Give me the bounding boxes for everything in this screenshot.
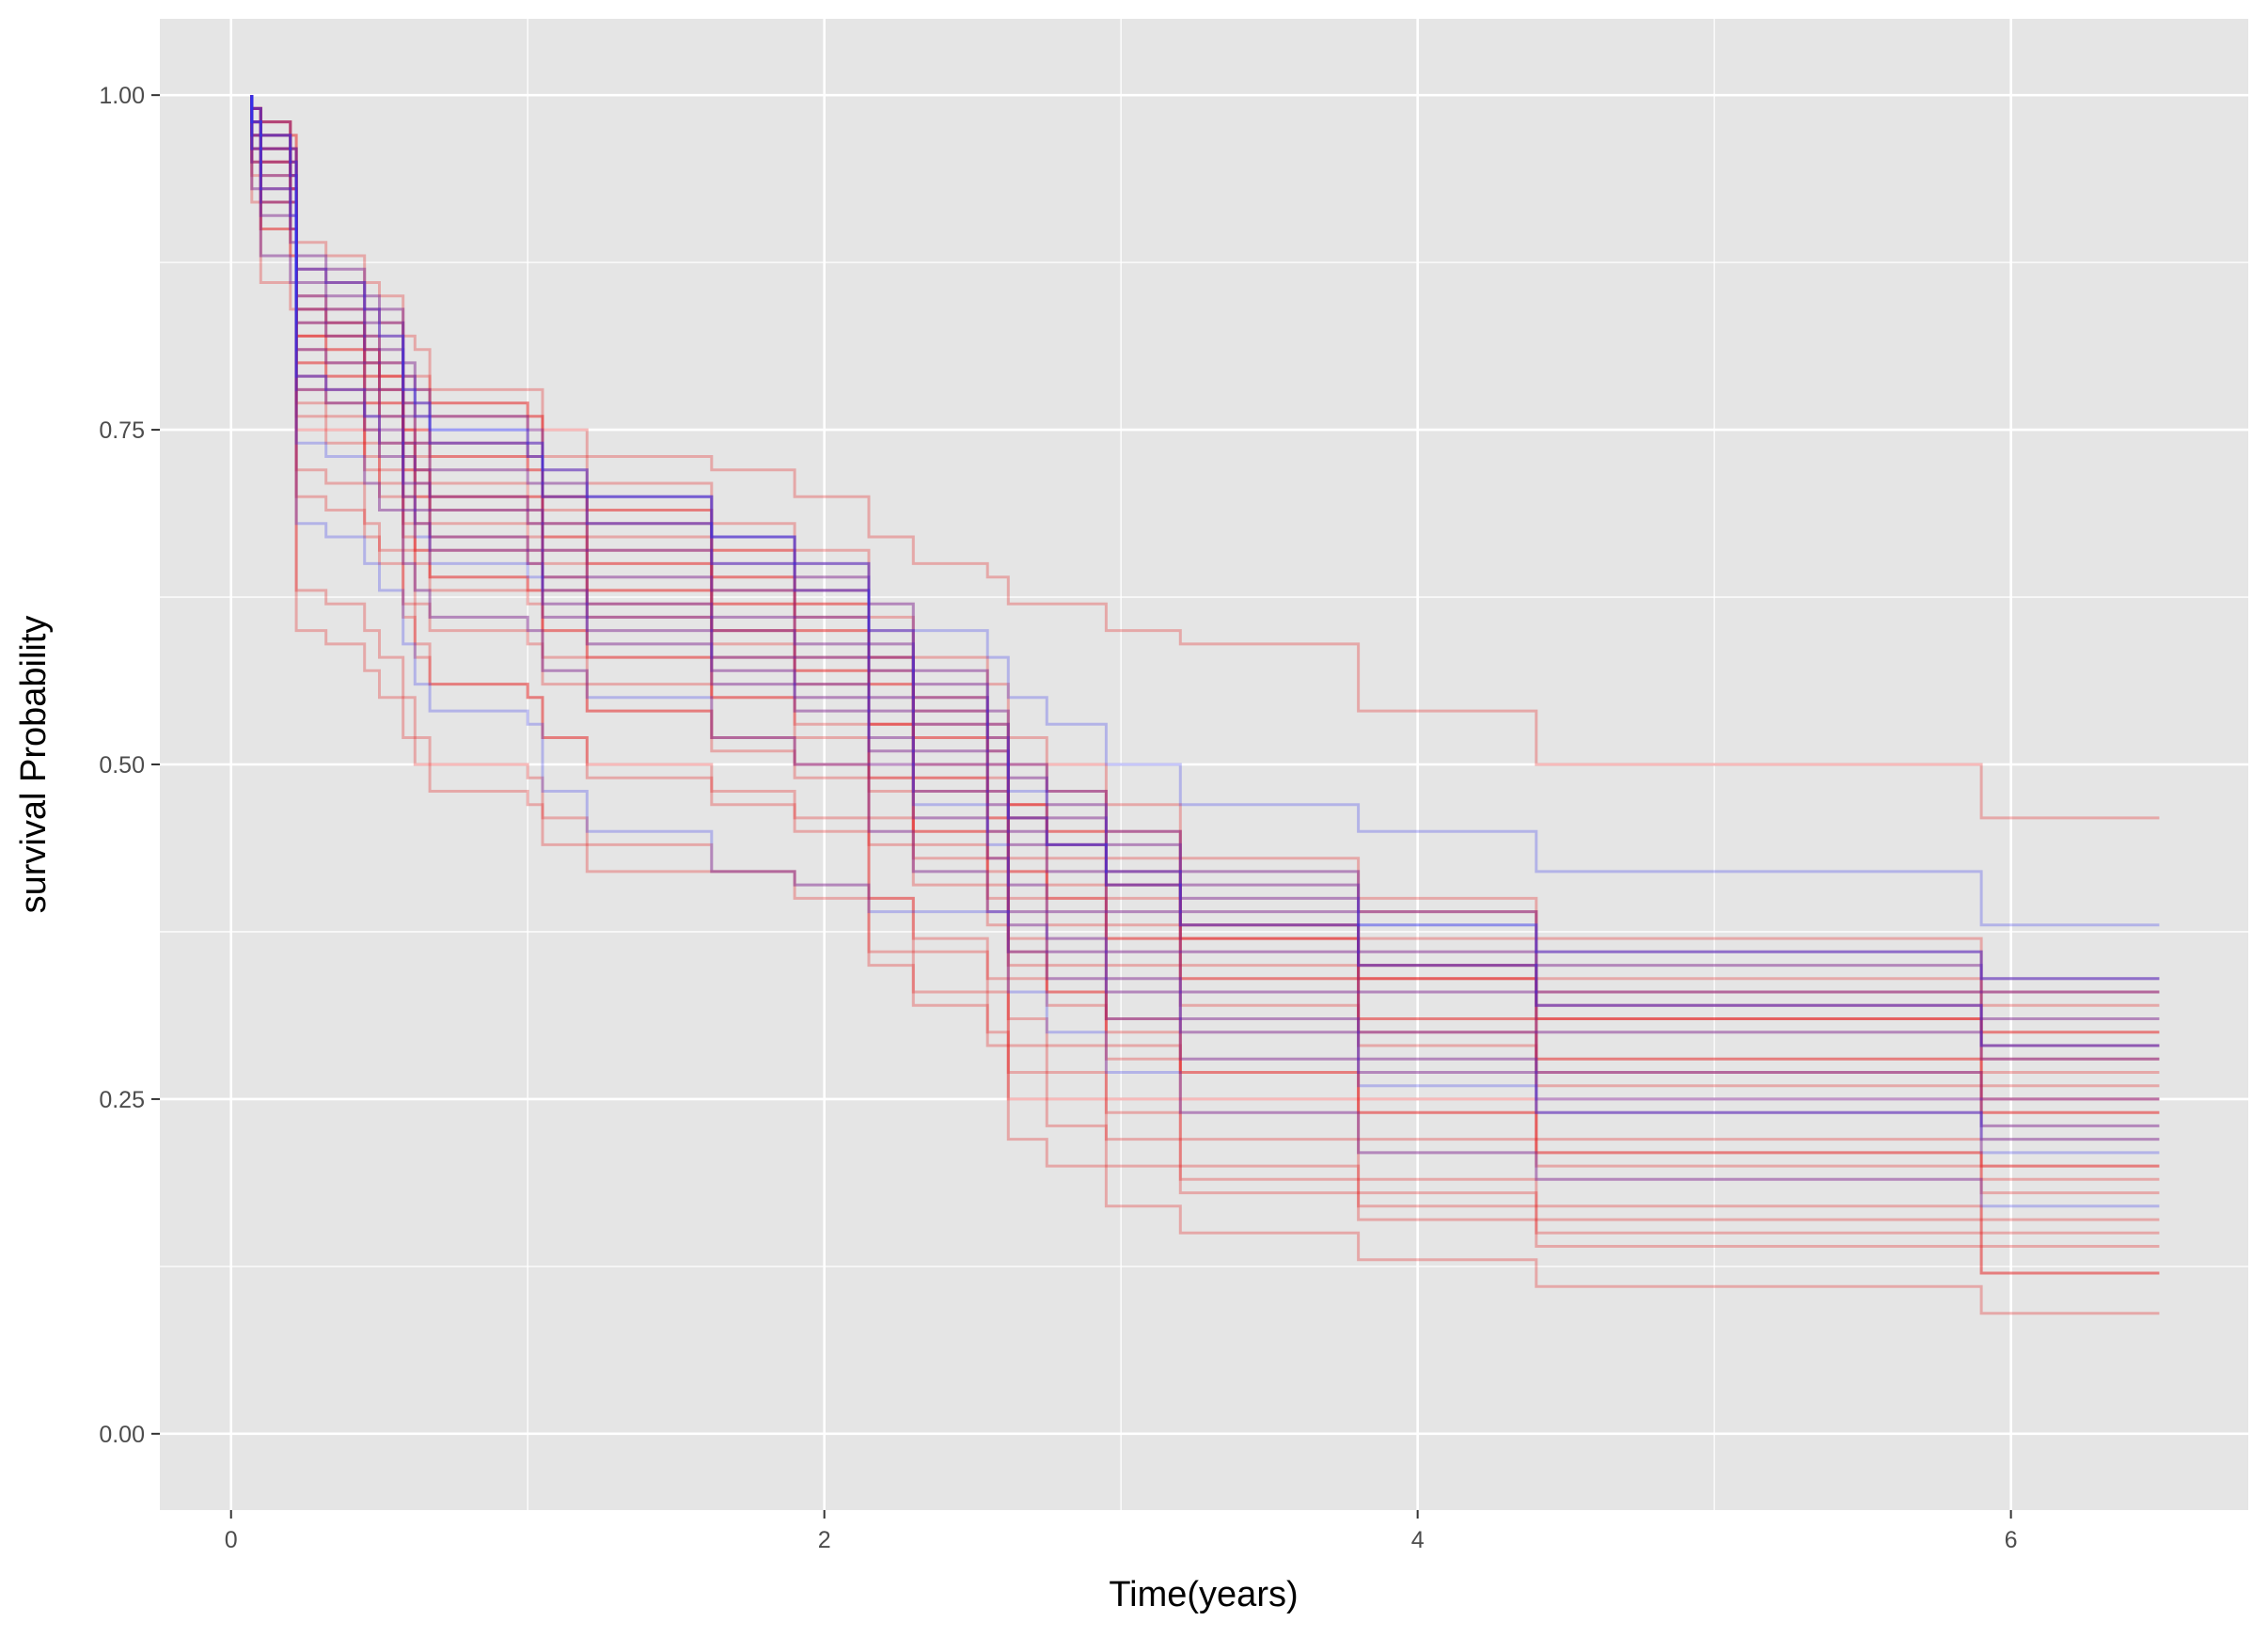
x-axis-ticks: 0 2 4 6 bbox=[225, 1510, 2018, 1553]
survival-curve-red bbox=[250, 95, 2160, 1275]
survival-curve-red bbox=[250, 95, 2160, 1195]
x-tick-label: 0 bbox=[225, 1527, 238, 1553]
y-axis-title: survival Probability bbox=[14, 616, 54, 914]
survival-curve-red bbox=[250, 95, 2160, 1007]
survival-curve-blue bbox=[250, 95, 2160, 1061]
survival-curve-red bbox=[250, 95, 2160, 1034]
survival-curve-blue bbox=[250, 95, 2160, 1208]
y-tick-label: 0.50 bbox=[99, 752, 145, 779]
survival-curve-red bbox=[250, 95, 2160, 1181]
survival-curve-red bbox=[250, 95, 2160, 1061]
survival-curve-red bbox=[250, 95, 2160, 994]
y-axis-ticks: 0.00 0.25 0.50 0.75 1.00 bbox=[99, 83, 160, 1448]
survival-curve-blue bbox=[250, 95, 2160, 981]
survival-curve-blue bbox=[250, 95, 2160, 927]
survival-curve-blue bbox=[250, 95, 2160, 1127]
survival-curve-red bbox=[250, 95, 2160, 1248]
survival-curve-red bbox=[250, 95, 2160, 981]
survival-curve-red bbox=[250, 95, 2160, 1088]
survival-curve-red bbox=[250, 95, 2160, 1168]
grid-major-lines bbox=[160, 19, 2248, 1510]
y-tick-label: 0.75 bbox=[99, 417, 145, 444]
survival-curve-blue bbox=[250, 95, 2160, 1101]
survival-curve-red bbox=[250, 95, 2160, 1020]
survival-curve-red bbox=[250, 95, 2160, 1235]
survival-curve-blue bbox=[250, 95, 2160, 1155]
x-axis-title: Time(years) bbox=[1109, 1575, 1298, 1614]
x-tick-label: 6 bbox=[2005, 1527, 2018, 1553]
survival-curve-red bbox=[250, 95, 2160, 1061]
survival-curve-blue bbox=[250, 95, 2160, 1047]
survival-curves bbox=[250, 95, 2160, 1315]
survival-curve-red bbox=[250, 95, 2160, 1034]
y-tick-label: 0.25 bbox=[99, 1087, 145, 1113]
y-tick-label: 1.00 bbox=[99, 83, 145, 109]
survival-curve-red bbox=[250, 95, 2160, 1275]
survival-curve-red bbox=[250, 95, 2160, 994]
survival-curve-blue bbox=[250, 95, 2160, 1020]
survival-curve-red bbox=[250, 95, 2160, 1101]
survival-curve-red bbox=[250, 95, 2160, 1141]
y-tick-label: 0.00 bbox=[99, 1422, 145, 1448]
survival-curve-blue bbox=[250, 95, 2160, 994]
survival-curve-blue bbox=[250, 95, 2160, 1141]
x-tick-label: 4 bbox=[1411, 1527, 1425, 1553]
survival-curve-red bbox=[250, 95, 2160, 1047]
survival-curve-blue bbox=[250, 95, 2160, 981]
survival-curve-red bbox=[250, 95, 2160, 1101]
survival-curve-red bbox=[250, 95, 2160, 1221]
survival-curve-red bbox=[250, 95, 2160, 1127]
survival-curve-blue bbox=[250, 95, 2160, 1047]
survival-curve-red bbox=[250, 95, 2160, 1114]
survival-curve-red bbox=[250, 95, 2160, 1047]
survival-curve-red bbox=[250, 95, 2160, 1074]
survival-curve-red bbox=[250, 95, 2160, 1114]
survival-curve-red bbox=[250, 95, 2160, 1168]
survival-curve-red bbox=[250, 95, 2160, 1315]
x-tick-label: 2 bbox=[818, 1527, 831, 1553]
survival-curve-red bbox=[250, 95, 2160, 820]
